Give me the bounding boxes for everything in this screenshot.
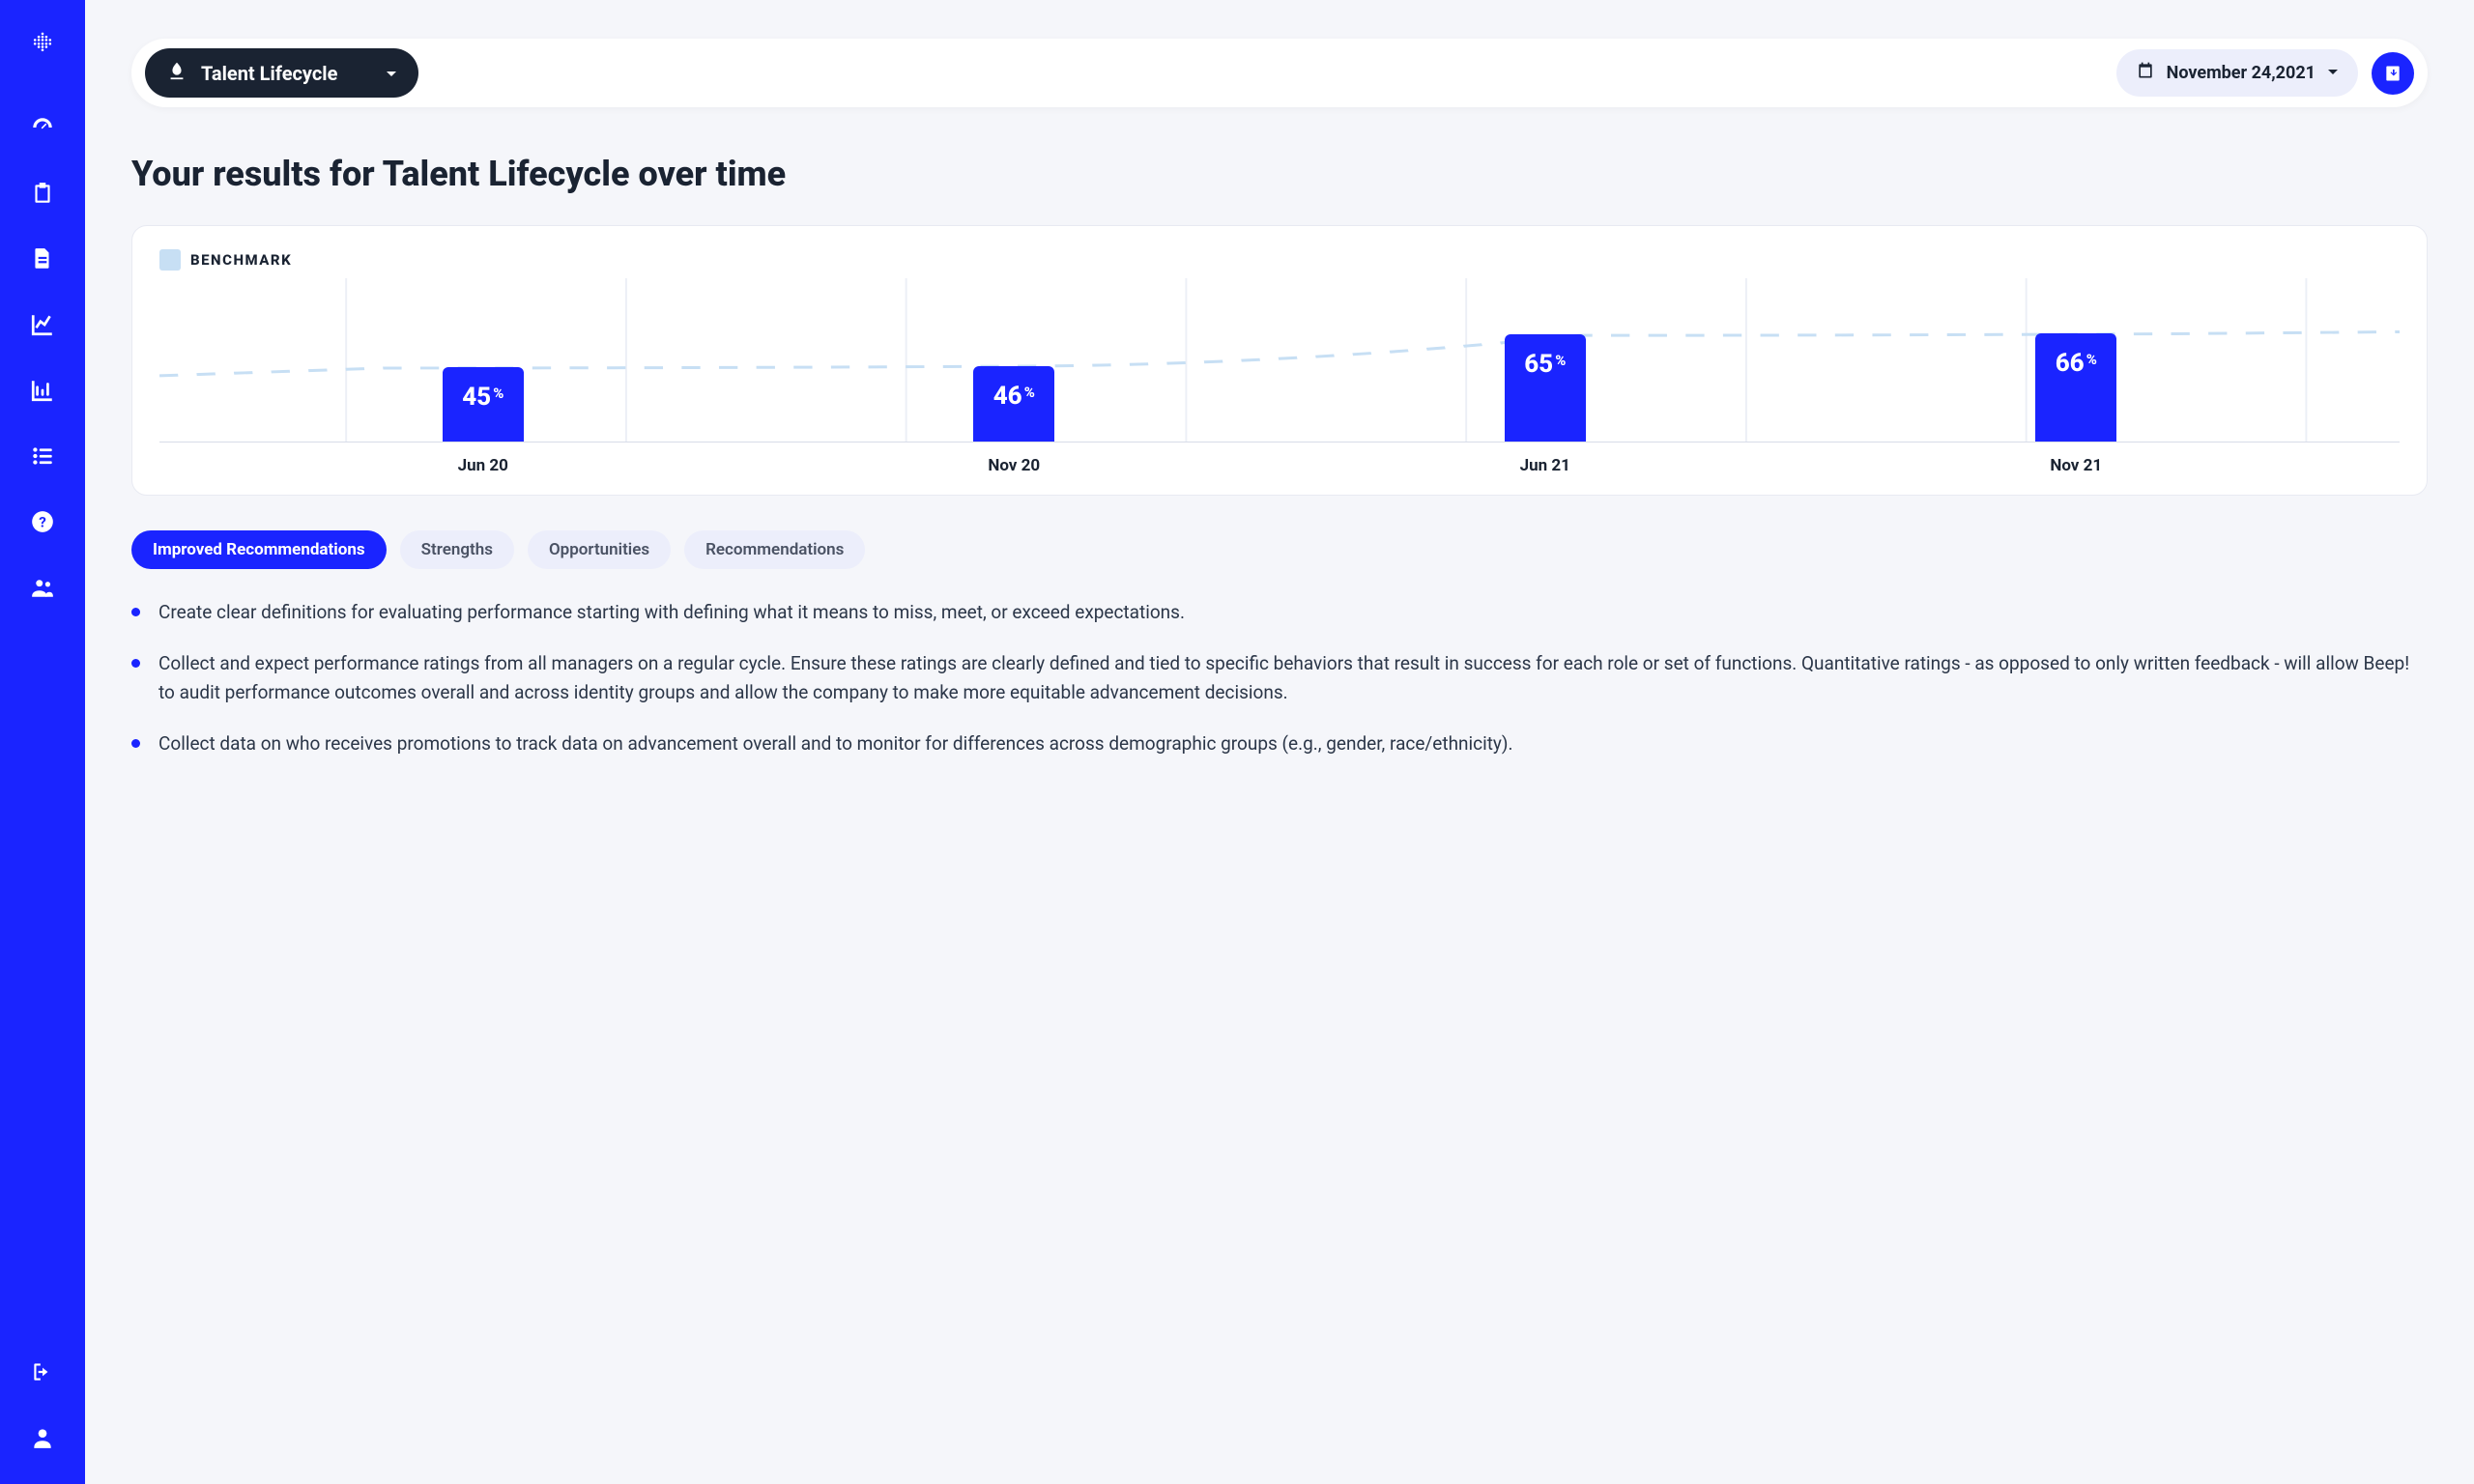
bar: 66% xyxy=(2035,333,2116,442)
tabs: Improved Recommendations Strengths Opportu… xyxy=(131,530,2428,569)
chart-card: BENCHMARK 45%46%65%66% Jun 20Nov 20Jun 2… xyxy=(131,225,2428,496)
bar-value: 45% xyxy=(462,385,503,410)
tab[interactable]: Improved Recommendations xyxy=(131,530,387,569)
calendar-icon xyxy=(2136,61,2155,85)
main-content: Talent Lifecycle November 24,2021 Your r… xyxy=(85,0,2474,1484)
recommendation-item: Create clear definitions for evaluating … xyxy=(131,598,2428,626)
bar-value: 66% xyxy=(2056,351,2097,376)
topbar: Talent Lifecycle November 24,2021 xyxy=(131,39,2428,107)
category-label: Talent Lifecycle xyxy=(201,62,337,85)
nav-list[interactable] xyxy=(23,437,62,475)
nav-line-chart[interactable] xyxy=(23,305,62,344)
date-label: November 24,2021 xyxy=(2167,63,2316,83)
nav-dashboard[interactable] xyxy=(23,108,62,147)
recommendations-list: Create clear definitions for evaluating … xyxy=(131,598,2428,758)
tab[interactable]: Recommendations xyxy=(684,530,865,569)
category-selector[interactable]: Talent Lifecycle xyxy=(145,48,418,98)
caret-down-icon xyxy=(2327,63,2339,83)
chart-legend: BENCHMARK xyxy=(159,249,2400,271)
nav-clipboard[interactable] xyxy=(23,174,62,213)
legend-label: BENCHMARK xyxy=(190,251,292,269)
legend-swatch xyxy=(159,249,181,271)
nav-logout[interactable] xyxy=(23,1353,62,1391)
x-axis-label: Jun 20 xyxy=(443,456,524,475)
bar: 45% xyxy=(443,367,524,442)
logo-icon xyxy=(23,23,62,62)
x-axis-label: Nov 20 xyxy=(973,456,1054,475)
x-axis-label: Jun 21 xyxy=(1505,456,1586,475)
tab[interactable]: Strengths xyxy=(400,530,514,569)
chart-x-labels: Jun 20 Nov 20 Jun 21 Nov 21 xyxy=(159,442,2400,475)
sidebar: ? xyxy=(0,0,85,1484)
nav-document[interactable] xyxy=(23,240,62,278)
tab[interactable]: Opportunities xyxy=(528,530,671,569)
nav-profile[interactable] xyxy=(23,1418,62,1457)
nav-users[interactable] xyxy=(23,568,62,607)
chart-area: 45% 46% 65% 66% xyxy=(159,278,2400,442)
nav-bar-chart[interactable] xyxy=(23,371,62,410)
download-button[interactable] xyxy=(2372,52,2414,95)
bar-value: 46% xyxy=(993,384,1035,409)
bar-value: 65% xyxy=(1524,352,1566,377)
nav-help[interactable]: ? xyxy=(23,502,62,541)
category-icon xyxy=(166,60,187,86)
x-axis-label: Nov 21 xyxy=(2035,456,2116,475)
chart-bars: 45% 46% 65% 66% xyxy=(159,278,2400,442)
recommendation-item: Collect data on who receives promotions … xyxy=(131,729,2428,757)
recommendation-item: Collect and expect performance ratings f… xyxy=(131,649,2428,706)
caret-down-icon xyxy=(386,62,397,85)
page-title: Your results for Talent Lifecycle over t… xyxy=(131,154,2428,194)
bar: 65% xyxy=(1505,334,1586,442)
svg-text:?: ? xyxy=(39,513,46,530)
bar: 46% xyxy=(973,366,1054,442)
date-selector[interactable]: November 24,2021 xyxy=(2116,49,2358,97)
